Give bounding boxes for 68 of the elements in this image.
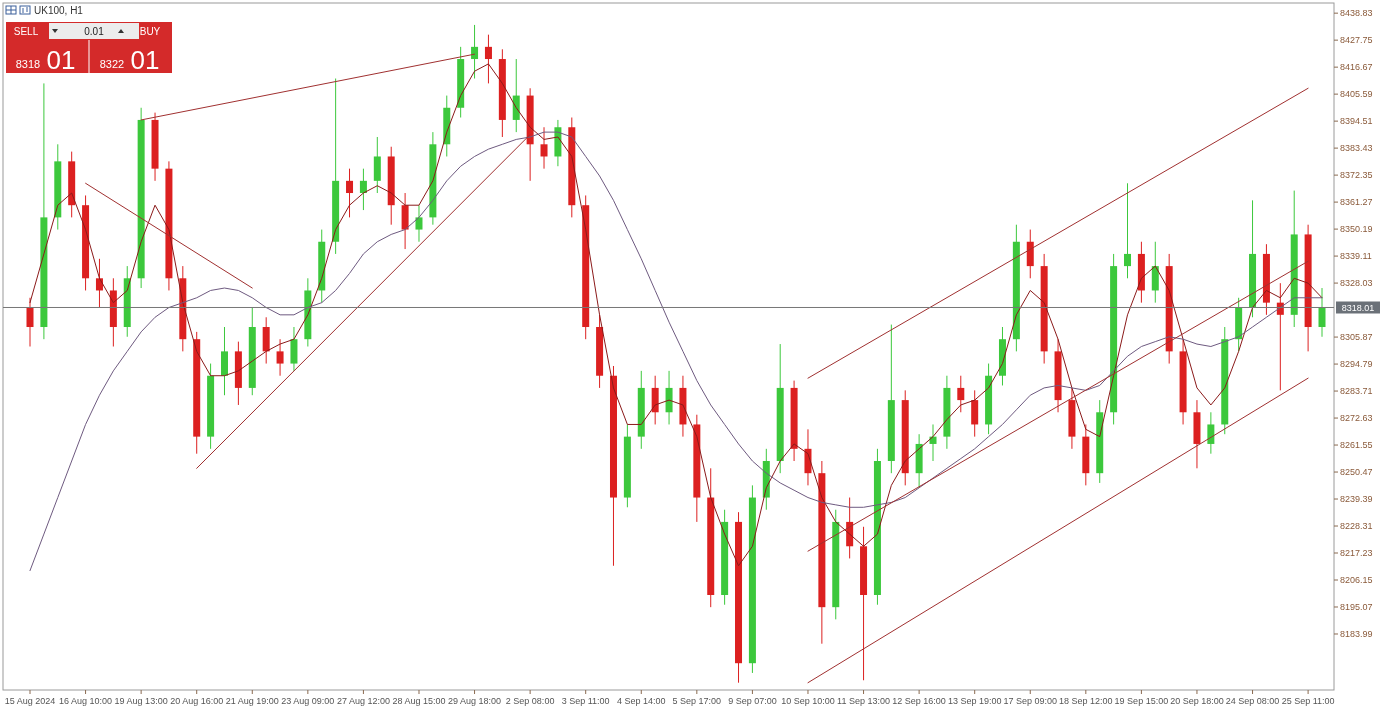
y-tick-label: 8427.75	[1340, 35, 1373, 46]
x-tick-label: 20 Aug 16:00	[170, 696, 224, 706]
y-tick-label: 8261.55	[1340, 440, 1373, 451]
y-tick-label: 8294.79	[1340, 359, 1373, 370]
y-tick-label: 8272.63	[1340, 413, 1373, 424]
y-tick-label: 8394.51	[1340, 116, 1373, 127]
y-tick-label: 8183.99	[1340, 628, 1373, 639]
y-tick-label: 8206.15	[1340, 575, 1373, 586]
y-tick-label: 8305.87	[1340, 332, 1373, 343]
y-tick-label: 8361.27	[1340, 197, 1373, 208]
candlestick	[484, 34, 492, 84]
candlestick	[1318, 287, 1326, 338]
candlestick	[26, 297, 34, 347]
candlestick	[346, 168, 354, 218]
x-tick-label: 11 Sep 13:00	[837, 696, 890, 706]
y-tick-label: 8195.07	[1340, 602, 1373, 612]
x-tick-label: 17 Sep 09:00	[1003, 696, 1058, 706]
y-tick-label: 8228.31	[1340, 521, 1373, 532]
annotation: 8322	[99, 58, 125, 70]
chart-title: UK100, H1	[34, 5, 84, 16]
y-tick-label: 8438.83	[1340, 8, 1373, 19]
candlestick	[1124, 182, 1132, 279]
candlestick	[1207, 411, 1215, 455]
candlestick	[415, 204, 423, 243]
annotation: 8318	[15, 58, 41, 70]
y-tick-label: 8416.67	[1340, 62, 1373, 73]
x-tick-label: 19 Aug 13:00	[114, 696, 168, 706]
y-tick-label: 8283.71	[1340, 386, 1373, 397]
x-tick-label: 2 Sep 08:00	[505, 696, 555, 706]
x-tick-label: 28 Aug 15:00	[392, 696, 446, 706]
candlestick	[540, 126, 548, 170]
x-tick-label: 13 Sep 19:00	[947, 696, 1002, 706]
x-tick-label: 12 Sep 16:00	[892, 696, 946, 706]
x-tick-label: 4 Sep 14:00	[617, 696, 666, 706]
candlestick	[359, 168, 367, 211]
x-tick-label: 15 Aug 2024	[4, 696, 56, 706]
x-tick-label: 27 Aug 12:00	[336, 696, 390, 706]
x-tick-label: 23 Aug 09:00	[281, 696, 335, 706]
candlestick	[957, 375, 965, 413]
y-tick-label: 8405.59	[1340, 89, 1373, 100]
x-tick-label: 24 Sep 08:00	[1225, 696, 1280, 706]
annotation: SELL	[13, 26, 39, 37]
y-tick-label: 8328.03	[1340, 278, 1373, 289]
x-tick-label: 29 Aug 18:00	[448, 696, 502, 706]
y-tick-label: 8250.47	[1340, 467, 1373, 478]
annotation: 01	[46, 45, 76, 75]
annotation: 01	[130, 45, 160, 75]
annotation: 0.01	[84, 26, 105, 37]
candlestick	[276, 338, 284, 377]
x-tick-label: 18 Sep 12:00	[1059, 696, 1113, 706]
y-tick-label: 8383.43	[1340, 143, 1373, 154]
x-tick-label: 10 Sep 10:00	[781, 696, 835, 706]
annotation: BUY	[139, 26, 161, 37]
x-tick-label: 3 Sep 11:00	[561, 696, 610, 706]
y-tick-label: 8350.19	[1340, 224, 1373, 235]
x-tick-label: 21 Aug 19:00	[225, 696, 279, 706]
x-tick-label: 9 Sep 07:00	[728, 696, 777, 706]
x-tick-label: 19 Sep 15:00	[1114, 696, 1169, 706]
y-tick-label: 8239.39	[1340, 494, 1373, 505]
y-tick-label: 8372.35	[1340, 170, 1373, 181]
x-tick-label: 20 Sep 18:00	[1170, 696, 1224, 706]
candlestick	[471, 24, 479, 80]
x-tick-label: 16 Aug 10:00	[59, 696, 113, 706]
y-tick-label: 8339.11	[1340, 251, 1372, 262]
x-tick-label: 5 Sep 17:00	[672, 696, 722, 706]
y-tick-label: 8217.23	[1340, 548, 1373, 559]
x-tick-label: 25 Sep 11:00	[1281, 696, 1335, 706]
ref-line-label: 8318.01	[1341, 303, 1375, 313]
